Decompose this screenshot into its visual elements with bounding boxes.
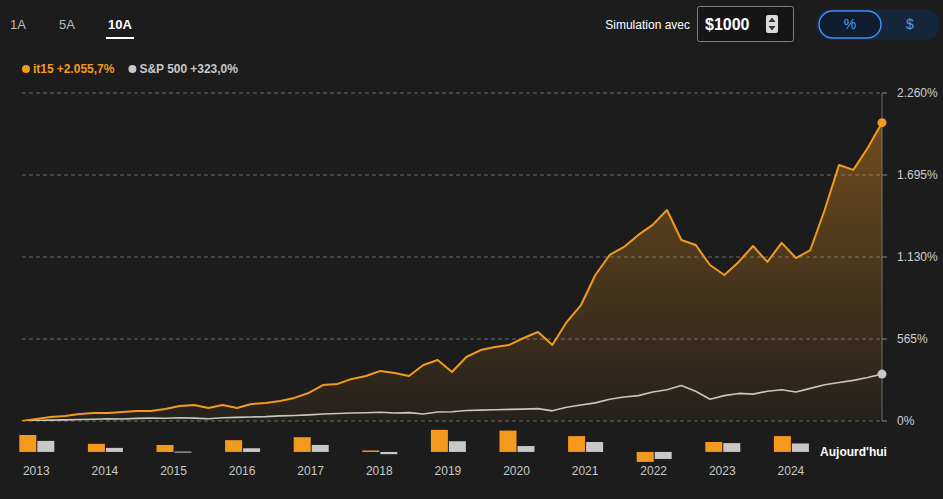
- y-tick-label: 1.695%: [897, 168, 938, 182]
- amount-value[interactable]: $1000: [705, 16, 750, 33]
- y-tick-label: 1.130%: [897, 250, 938, 264]
- y-tick-label: 2.260%: [897, 86, 938, 100]
- range-tab[interactable]: 5A: [59, 17, 75, 32]
- annual-bar: [362, 450, 379, 451]
- category-label: 2015: [160, 464, 187, 478]
- annual-bar: [225, 440, 242, 452]
- spinner-up[interactable]: [769, 18, 776, 23]
- category-label: 2014: [92, 464, 119, 478]
- annual-bar: [655, 452, 672, 459]
- y-tick: [882, 421, 887, 422]
- annual-bar: [705, 442, 722, 452]
- mode-toggle: [816, 9, 940, 40]
- simulation-label: Simulation avec: [605, 18, 690, 32]
- annual-bar: [157, 445, 174, 452]
- legend-total: +2.055,7%: [57, 62, 115, 76]
- annual-bar: [431, 430, 448, 452]
- annual-bar: [723, 443, 740, 452]
- category-label: 2016: [229, 464, 256, 478]
- annual-bar: [380, 452, 397, 454]
- annual-bar: [518, 446, 535, 452]
- category-label: 2013: [23, 464, 50, 478]
- chart-root: 1A 5A 10A Simulation avec $1000% $0% 565% 1.130…: [0, 0, 943, 499]
- category-label: 2019: [435, 464, 462, 478]
- legend-dot: [128, 65, 136, 73]
- annual-bar: [312, 445, 329, 452]
- annual-bar: [500, 431, 517, 452]
- amount-input[interactable]: [698, 7, 794, 42]
- annual-bar: [294, 437, 311, 452]
- legend-dot: [22, 65, 30, 73]
- annual-bar: [637, 452, 654, 462]
- category-label: 2023: [709, 464, 736, 478]
- grid-line: [22, 175, 882, 176]
- category-label: 2018: [366, 464, 393, 478]
- annual-bar: [175, 452, 192, 453]
- annual-bar: [243, 448, 260, 452]
- legend-total: +323,0%: [190, 62, 238, 76]
- plot-area: [22, 123, 882, 421]
- end-dot: [878, 370, 887, 379]
- annual-bar: [792, 443, 809, 451]
- tab-underline: [106, 37, 134, 39]
- y-tick-label: 0%: [897, 414, 915, 428]
- annual-bar: [37, 441, 54, 452]
- category-label: 2024: [778, 464, 805, 478]
- annual-bar: [449, 441, 466, 452]
- annual-bar: [568, 436, 585, 452]
- annual-bar: [88, 444, 105, 452]
- annual-bar: [774, 436, 791, 452]
- y-tick: [882, 257, 887, 258]
- range-tab[interactable]: 10A: [108, 17, 132, 32]
- legend-name: S&P 500: [139, 62, 187, 76]
- category-label: 2022: [640, 464, 667, 478]
- annual-bar: [586, 442, 603, 452]
- category-label: 2021: [572, 464, 599, 478]
- mode-button[interactable]: $: [906, 16, 914, 32]
- spinner: [766, 15, 778, 33]
- y-tick: [882, 339, 887, 340]
- series-area: [22, 123, 882, 421]
- category-label: 2017: [297, 464, 324, 478]
- bar-area: [19, 430, 809, 462]
- range-tab[interactable]: 1A: [10, 17, 26, 32]
- background: [0, 0, 943, 499]
- category-label: 2020: [503, 464, 530, 478]
- series-line: [22, 123, 882, 421]
- y-tick-label: 565%: [897, 332, 928, 346]
- annual-bar: [106, 448, 123, 452]
- y-tick: [882, 93, 887, 94]
- y-tick: [882, 175, 887, 176]
- category-label: Aujourd'hui: [820, 445, 887, 459]
- mode-selected: [819, 11, 881, 38]
- annual-bar: [19, 435, 36, 452]
- spinner-down[interactable]: [769, 26, 776, 31]
- mode-button[interactable]: %: [844, 16, 856, 32]
- grid-line: [22, 93, 882, 94]
- legend-name: it15: [33, 62, 54, 76]
- end-dot: [878, 118, 887, 127]
